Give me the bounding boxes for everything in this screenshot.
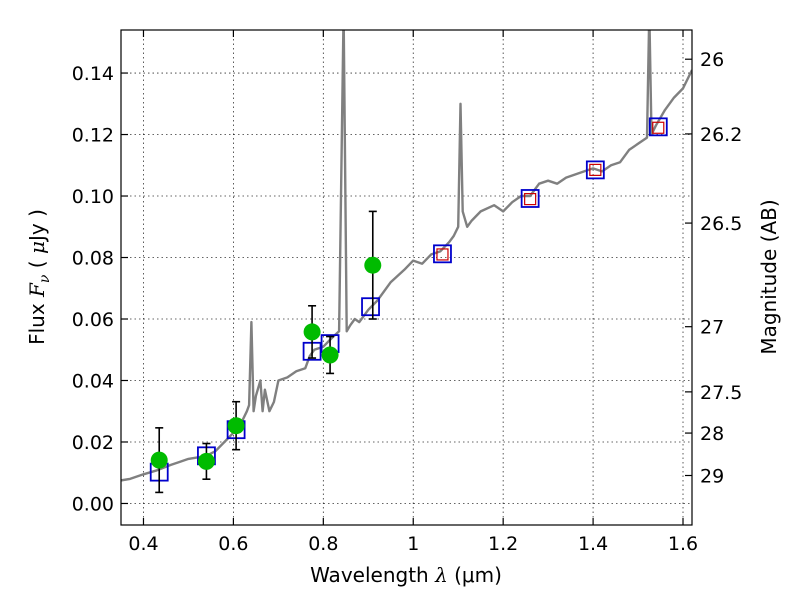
model-inner-square-marker: [436, 248, 449, 261]
plot-area: [121, 30, 692, 494]
x-tick-label: 1: [407, 533, 419, 555]
grid-layer: [121, 30, 692, 525]
observed-point: [364, 256, 382, 274]
model-square-marker: [520, 189, 540, 208]
model-square-marker: [648, 117, 668, 137]
observed-point: [303, 323, 321, 341]
tick-layer: 0.4 0.6 0.8 1 1.2 1.4 1.6 0.00 0.02 0.04 0.06 0.08 0…: [72, 30, 742, 555]
x-tick-label: 1.2: [488, 533, 518, 555]
model-square-marker: [585, 160, 605, 180]
plot-frame: [120, 29, 693, 526]
x-tick-label: 0.6: [218, 533, 248, 555]
y-tick-label: 0.12: [72, 125, 114, 147]
y2-tick-label: 28: [700, 423, 724, 445]
y2-tick-label: 29: [700, 466, 724, 488]
y2-tick-label: 27: [700, 317, 724, 339]
observed-point: [321, 346, 339, 364]
y-tick-label: 0.06: [72, 309, 114, 331]
x-tick-label: 1.4: [578, 533, 608, 555]
y-tick-label: 0.00: [72, 493, 114, 515]
y2-tick-label: 26.2: [700, 124, 742, 146]
model-square-marker: [433, 244, 452, 264]
plot-layer: [121, 30, 692, 494]
y-tick-label: 0.10: [72, 186, 114, 208]
y-tick-label: 0.04: [72, 370, 114, 392]
spectrum-line: [121, 30, 692, 482]
y-tick-label: 0.08: [72, 248, 114, 270]
model-inner-square-marker: [524, 192, 537, 206]
y2-tick-label: 26.5: [700, 213, 742, 235]
y-tick-label: 0.02: [72, 432, 114, 454]
x-tick-label: 0.4: [128, 533, 158, 555]
y2-tick-label: 26: [700, 49, 724, 71]
observed-point: [197, 452, 215, 470]
observed-point: [227, 417, 245, 435]
y2-tick-label: 27.5: [700, 382, 742, 404]
observed-point: [150, 451, 168, 469]
model-inner-square-marker: [652, 121, 665, 134]
x-tick-label: 0.8: [308, 533, 338, 555]
y-tick-label: 0.14: [72, 63, 114, 85]
x-axis-label: Wavelength λ (μm): [310, 563, 502, 587]
model-inner-square-marker: [589, 163, 602, 176]
y-axis-label: Flux Fν ( μJy ): [25, 209, 53, 345]
x-tick-label: 1.6: [668, 533, 698, 555]
model-square-marker: [361, 297, 380, 317]
y2-axis-label: Magnitude (AB): [757, 199, 781, 354]
